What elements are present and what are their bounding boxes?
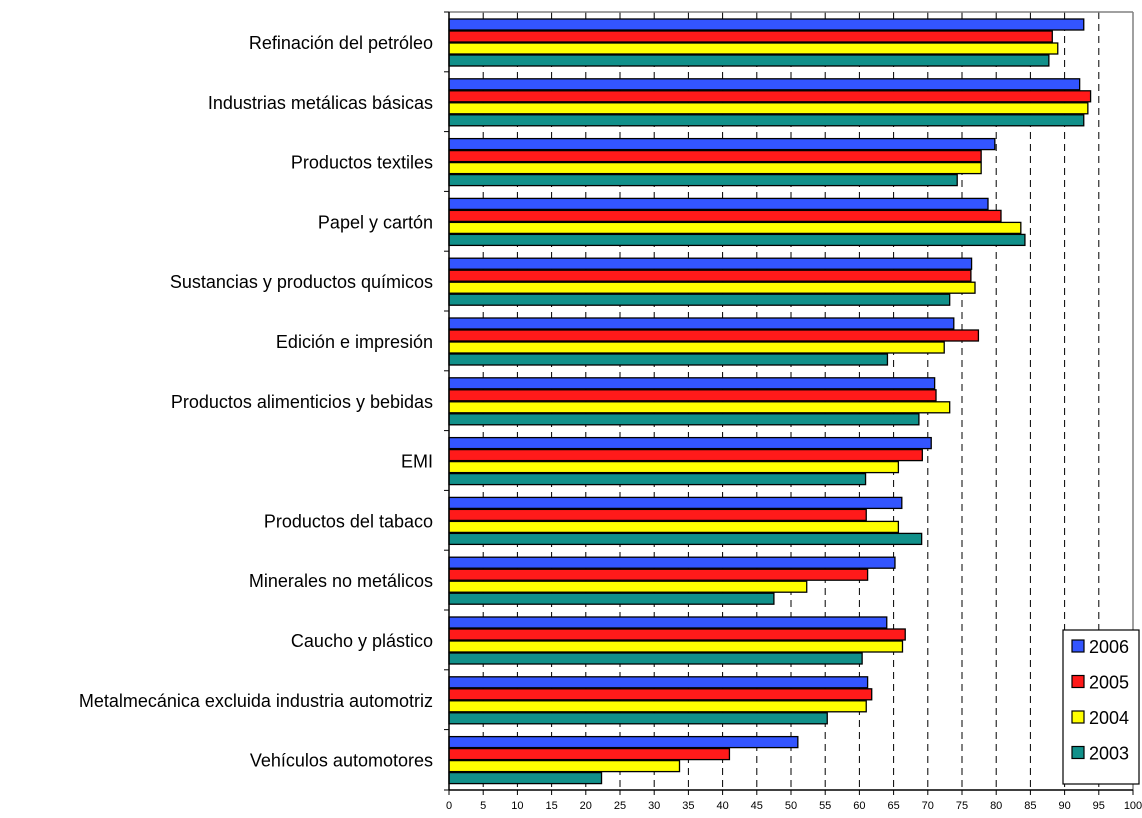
category-label: Caucho y plástico xyxy=(291,631,433,651)
bar-2006-12 xyxy=(448,735,799,749)
bar-2006-5 xyxy=(448,317,955,330)
bar-2004-3 xyxy=(448,221,1022,235)
bar-2005-5 xyxy=(448,329,980,342)
bar-2005-1 xyxy=(448,90,1092,103)
x-tick-label: 65 xyxy=(887,800,899,812)
category-label: Productos alimenticios y bebidas xyxy=(171,392,433,412)
x-tick-label: 90 xyxy=(1058,800,1070,812)
bar-2005-7 xyxy=(448,448,923,462)
x-tick-label: 60 xyxy=(853,800,865,812)
bar-2003-9 xyxy=(448,592,775,605)
bar-2006-2 xyxy=(448,137,996,151)
category-label: Industrias metálicas básicas xyxy=(208,93,433,113)
bar-2006-7 xyxy=(448,436,932,450)
category-label: Papel y cartón xyxy=(318,212,433,232)
bar-2006-0 xyxy=(448,18,1085,31)
category-label: Productos del tabaco xyxy=(264,511,433,531)
x-tick-label: 40 xyxy=(716,800,728,812)
bar-2006-1 xyxy=(448,78,1081,91)
bar-2003-6 xyxy=(448,413,920,426)
bar-2004-12 xyxy=(448,759,681,773)
x-tick-label: 5 xyxy=(480,800,486,812)
bar-2004-11 xyxy=(448,700,867,713)
bar-2005-3 xyxy=(448,209,1002,223)
bar-2004-1 xyxy=(448,102,1089,115)
category-label: Productos textiles xyxy=(291,153,433,173)
x-tick-label: 30 xyxy=(648,800,660,812)
x-tick-label: 75 xyxy=(956,800,968,812)
category-label: EMI xyxy=(401,452,433,472)
legend-swatch-2003 xyxy=(1071,745,1085,760)
bar-2003-8 xyxy=(448,532,923,546)
bar-2003-0 xyxy=(448,54,1050,67)
x-tick-label: 100 xyxy=(1124,800,1142,812)
bar-2006-3 xyxy=(448,197,989,211)
bar-2003-2 xyxy=(448,173,958,187)
legend-swatch-2006 xyxy=(1071,639,1085,653)
x-tick-label: 85 xyxy=(1024,800,1036,812)
bar-2006-8 xyxy=(448,496,903,510)
bar-2005-0 xyxy=(448,30,1053,43)
x-tick-label: 20 xyxy=(580,800,592,812)
bar-2005-6 xyxy=(448,389,937,402)
x-tick-label: 15 xyxy=(545,800,557,812)
bar-2003-3 xyxy=(448,233,1026,247)
legend-label-2003: 2003 xyxy=(1089,744,1129,764)
bar-2003-7 xyxy=(448,472,867,486)
x-tick-label: 55 xyxy=(819,800,831,812)
legend-swatch-2005 xyxy=(1071,674,1085,689)
bar-2003-5 xyxy=(448,353,889,366)
x-tick-label: 35 xyxy=(682,800,694,812)
x-tick-label: 45 xyxy=(751,800,763,812)
bar-2005-9 xyxy=(448,568,869,581)
x-tick-label: 80 xyxy=(990,800,1002,812)
bar-2006-9 xyxy=(448,556,896,569)
bar-2006-10 xyxy=(448,616,888,629)
bars xyxy=(448,18,1092,785)
x-tick-label: 70 xyxy=(922,800,934,812)
category-label: Vehículos automotores xyxy=(250,751,433,771)
bar-2004-2 xyxy=(448,161,982,175)
x-tick-label: 50 xyxy=(785,800,797,812)
legend-label-2004: 2004 xyxy=(1089,708,1129,728)
bar-2006-6 xyxy=(448,377,936,390)
bar-2003-11 xyxy=(448,712,828,725)
bar-2004-6 xyxy=(448,401,951,414)
bar-2003-4 xyxy=(448,293,951,306)
bar-2004-10 xyxy=(448,640,904,653)
bar-2005-11 xyxy=(448,688,873,701)
bar-2004-7 xyxy=(448,460,900,474)
bar-2005-8 xyxy=(448,508,867,522)
bar-2003-10 xyxy=(448,652,863,665)
bar-2003-12 xyxy=(448,771,603,785)
bar-2004-9 xyxy=(448,580,808,593)
bar-2003-1 xyxy=(448,114,1085,127)
legend-label-2005: 2005 xyxy=(1089,673,1129,693)
bar-2004-0 xyxy=(448,42,1059,55)
bar-2005-12 xyxy=(448,747,731,761)
category-label: Metalmecánica excluida industria automot… xyxy=(79,691,433,711)
x-tick-label: 0 xyxy=(446,800,452,812)
x-tick-label: 25 xyxy=(614,800,626,812)
category-label: Edición e impresión xyxy=(276,332,433,352)
bar-2006-4 xyxy=(448,257,973,270)
bar-2004-4 xyxy=(448,281,976,294)
bar-2004-8 xyxy=(448,520,900,534)
bar-2005-4 xyxy=(448,269,972,282)
bar-2006-11 xyxy=(448,676,869,689)
legend-box xyxy=(1062,629,1140,785)
category-label: Sustancias y productos químicos xyxy=(170,272,433,292)
category-label: Refinación del petróleo xyxy=(249,33,433,53)
legend-label-2006: 2006 xyxy=(1089,637,1129,657)
category-label: Minerales no metálicos xyxy=(249,571,433,591)
legend: 2006 2005 2004 2003 xyxy=(1062,629,1140,785)
bar-2005-2 xyxy=(448,149,982,163)
x-tick-label: 10 xyxy=(511,800,523,812)
bar-2004-5 xyxy=(448,341,945,354)
x-tick-label: 95 xyxy=(1093,800,1105,812)
legend-swatch-2004 xyxy=(1071,710,1085,724)
bar-2005-10 xyxy=(448,628,906,641)
